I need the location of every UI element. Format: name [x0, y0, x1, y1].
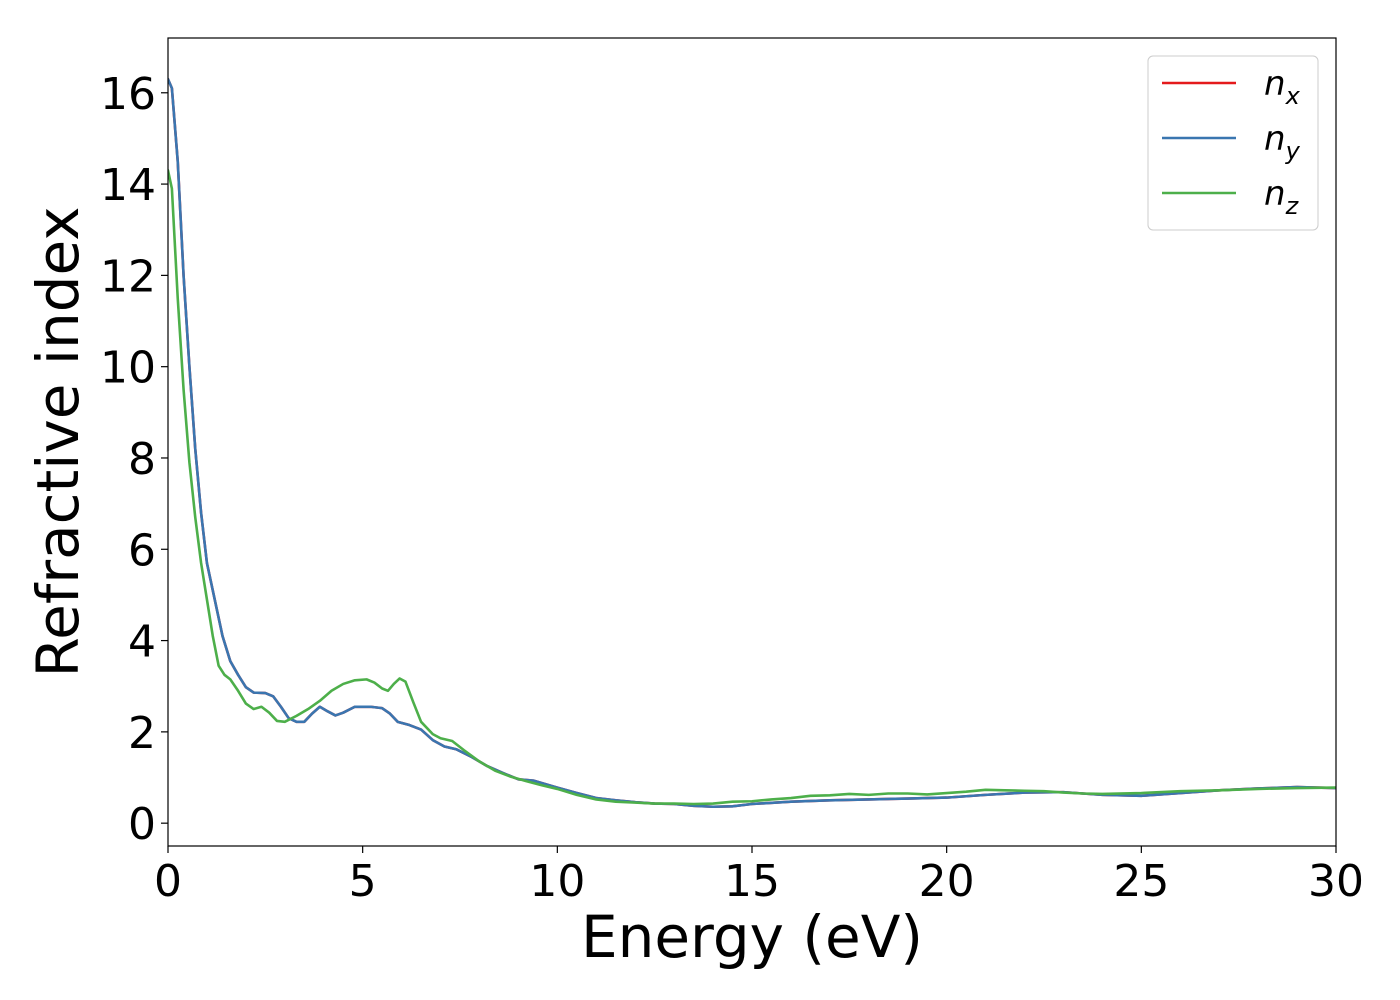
legend-label-n-z: nz — [1264, 174, 1300, 220]
x-axis-title: Energy (eV) — [581, 903, 923, 971]
legend-label-subscript: y — [1285, 137, 1301, 165]
y-tick-label: 2 — [128, 708, 156, 759]
x-tick-label: 20 — [919, 856, 975, 907]
legend-label-base: n — [1264, 174, 1286, 214]
y-tick-label: 10 — [100, 343, 156, 394]
y-tick-label: 6 — [128, 525, 156, 576]
legend-label-n-x: nx — [1264, 64, 1301, 110]
x-tick-label: 30 — [1308, 856, 1364, 907]
x-tick-label: 5 — [349, 856, 377, 907]
x-tick-label: 0 — [154, 856, 182, 907]
y-tick-label: 4 — [128, 617, 156, 668]
y-axis-title: Refractive index — [24, 206, 92, 677]
legend-label-subscript: x — [1285, 82, 1301, 110]
y-axis-ticks: 0 2 4 6 8 10 12 14 16 — [100, 69, 168, 850]
y-tick-label: 8 — [128, 434, 156, 485]
legend-box — [1147, 55, 1319, 231]
y-tick-label: 0 — [128, 799, 156, 850]
x-tick-label: 15 — [724, 856, 780, 907]
y-tick-label: 12 — [100, 251, 156, 302]
series-layer — [168, 77, 1336, 809]
legend-label-subscript: z — [1285, 192, 1300, 220]
series-line-n-z — [168, 169, 1336, 806]
series-line-n-y — [168, 77, 1336, 809]
legend-label-base: n — [1264, 119, 1286, 159]
legend-label-n-y: ny — [1264, 119, 1301, 165]
x-tick-label: 25 — [1113, 856, 1169, 907]
legend-label-base: n — [1264, 64, 1286, 104]
x-axis-ticks: 0 5 10 15 20 25 30 — [154, 846, 1364, 907]
y-tick-label: 16 — [100, 69, 156, 120]
x-tick-label: 10 — [529, 856, 585, 907]
y-tick-label: 14 — [100, 160, 156, 211]
